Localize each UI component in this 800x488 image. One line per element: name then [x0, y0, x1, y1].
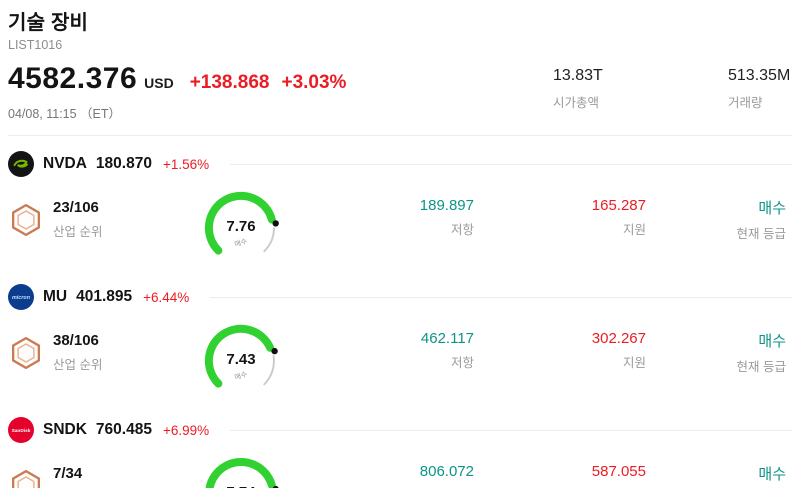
stock-section-mu: micron MU 401.895 +6.44% 38/106 산업 순위 7.… [8, 284, 792, 402]
rating-label: 현재 등급 [736, 227, 786, 241]
stock-section-nvda: NVDA 180.870 +1.56% 23/106 산업 순위 7.76 매수 [8, 151, 792, 269]
resistance-value: 462.117 [420, 330, 474, 347]
support-label: 지원 [622, 223, 646, 237]
quote-timestamp: 04/08, 11:15 （ET） [8, 107, 122, 121]
resistance-cell: 806.072 저항 [310, 463, 480, 488]
ticker-price: 401.895 [76, 288, 133, 305]
index-summary: 4582.376 USD +138.868 +3.03% 04/08, 11:1… [8, 62, 792, 122]
stock-section-sndk: SanDisk SNDK 760.485 +6.99% 7/34 산업 순위 7… [8, 417, 792, 488]
industry-rank-label: 산업 순위 [53, 358, 103, 372]
ticker-change: +6.44% [143, 289, 190, 305]
ticker-symbol: NVDA [43, 155, 87, 172]
industry-rank-cell: 7/34 산업 순위 [8, 465, 198, 488]
support-label: 지원 [622, 356, 646, 370]
buy-rating-gauge: 7.43 매수 [198, 318, 290, 402]
industry-rank-value: 23/106 [53, 199, 99, 216]
ticker-row-mu[interactable]: micron MU 401.895 +6.44% [8, 284, 792, 310]
rating-value: 매수 [758, 200, 786, 217]
ticker-change: +1.56% [162, 156, 210, 172]
industry-rank-value: 7/34 [53, 465, 83, 482]
index-change-abs: +138.868 [189, 72, 270, 93]
support-value: 165.287 [591, 197, 646, 214]
index-price: 4582.376 [8, 62, 138, 95]
gauge-arc [204, 191, 279, 255]
sandisk-logo-icon: SanDisk [8, 417, 34, 443]
resistance-label: 저항 [450, 356, 474, 370]
row-divider [230, 429, 792, 431]
ticker-symbol: MU [43, 288, 68, 305]
gauge-value: 7.74 [198, 484, 284, 488]
ticker-row-nvda[interactable]: NVDA 180.870 +1.56% [8, 151, 792, 177]
rank-badge-icon [9, 336, 43, 370]
support-cell: 587.055 지원 [480, 463, 652, 488]
market-cap-label: 시가총액 [553, 96, 600, 110]
resistance-value: 189.897 [419, 197, 474, 214]
market-cap-stat: 13.83T 시가총액 [553, 62, 728, 111]
rating-value: 매수 [758, 333, 786, 350]
resistance-label: 저항 [450, 223, 474, 237]
ticker-price: 760.485 [95, 421, 152, 438]
industry-rank-cell: 38/106 산업 순위 [8, 332, 198, 373]
svg-text:SanDisk: SanDisk [12, 428, 31, 434]
market-cap-value: 13.83T [553, 67, 603, 84]
ticker-row-sndk[interactable]: SanDisk SNDK 760.485 +6.99% [8, 417, 792, 443]
ticker-symbol: SNDK [43, 421, 87, 438]
nvidia-logo-icon [8, 151, 34, 177]
list-id: LIST1016 [8, 38, 63, 52]
rank-badge-icon [9, 203, 43, 237]
support-value: 302.267 [591, 330, 646, 347]
buy-rating-gauge: 7.74 매수 [198, 451, 290, 488]
ticker-price: 180.870 [95, 155, 152, 172]
stock-detail-row: 7/34 산업 순위 7.74 매수 806.072 저항 587.055 지원… [8, 451, 792, 488]
rating-cell: 매수 현재 등급 [652, 197, 792, 242]
row-divider [230, 163, 792, 165]
currency-label: USD [144, 75, 174, 91]
rating-label: 현재 등급 [736, 360, 786, 374]
index-change: +138.868 +3.03% [190, 72, 347, 94]
resistance-cell: 462.117 저항 [310, 330, 480, 371]
stock-detail-row: 23/106 산업 순위 7.76 매수 189.897 저항 165.287 … [8, 185, 792, 269]
rating-cell: 매수 현재 등급 [652, 463, 792, 488]
support-value: 587.055 [591, 463, 646, 480]
support-cell: 165.287 지원 [480, 197, 652, 238]
volume-stat: 513.35M 거래량 [728, 62, 792, 111]
industry-rank-value: 38/106 [53, 332, 99, 349]
page-title: 기술 장비 [8, 12, 89, 34]
gauge-value: 7.76 [226, 218, 256, 235]
industry-rank-cell: 23/106 산업 순위 [8, 199, 198, 240]
support-cell: 302.267 지원 [480, 330, 652, 371]
industry-rank-label: 산업 순위 [53, 225, 103, 239]
ticker-change: +6.99% [162, 422, 210, 438]
header-divider [8, 135, 792, 136]
volume-value: 513.35M [728, 67, 791, 84]
svg-text:micron: micron [12, 295, 31, 301]
gauge-value: 7.43 [226, 351, 256, 368]
resistance-value: 806.072 [419, 463, 474, 480]
rating-cell: 매수 현재 등급 [652, 330, 792, 375]
volume-label: 거래량 [728, 96, 763, 110]
resistance-cell: 189.897 저항 [310, 197, 480, 238]
rating-value: 매수 [758, 466, 786, 483]
row-divider [210, 296, 792, 298]
gauge-arc [205, 457, 279, 488]
buy-rating-gauge: 7.76 매수 [198, 185, 290, 269]
micron-logo-icon: micron [8, 284, 34, 310]
rank-badge-icon [9, 469, 43, 488]
gauge-arc [204, 324, 278, 388]
stock-detail-row: 38/106 산업 순위 7.43 매수 462.117 저항 302.267 … [8, 318, 792, 402]
index-change-pct: +3.03% [281, 72, 347, 93]
